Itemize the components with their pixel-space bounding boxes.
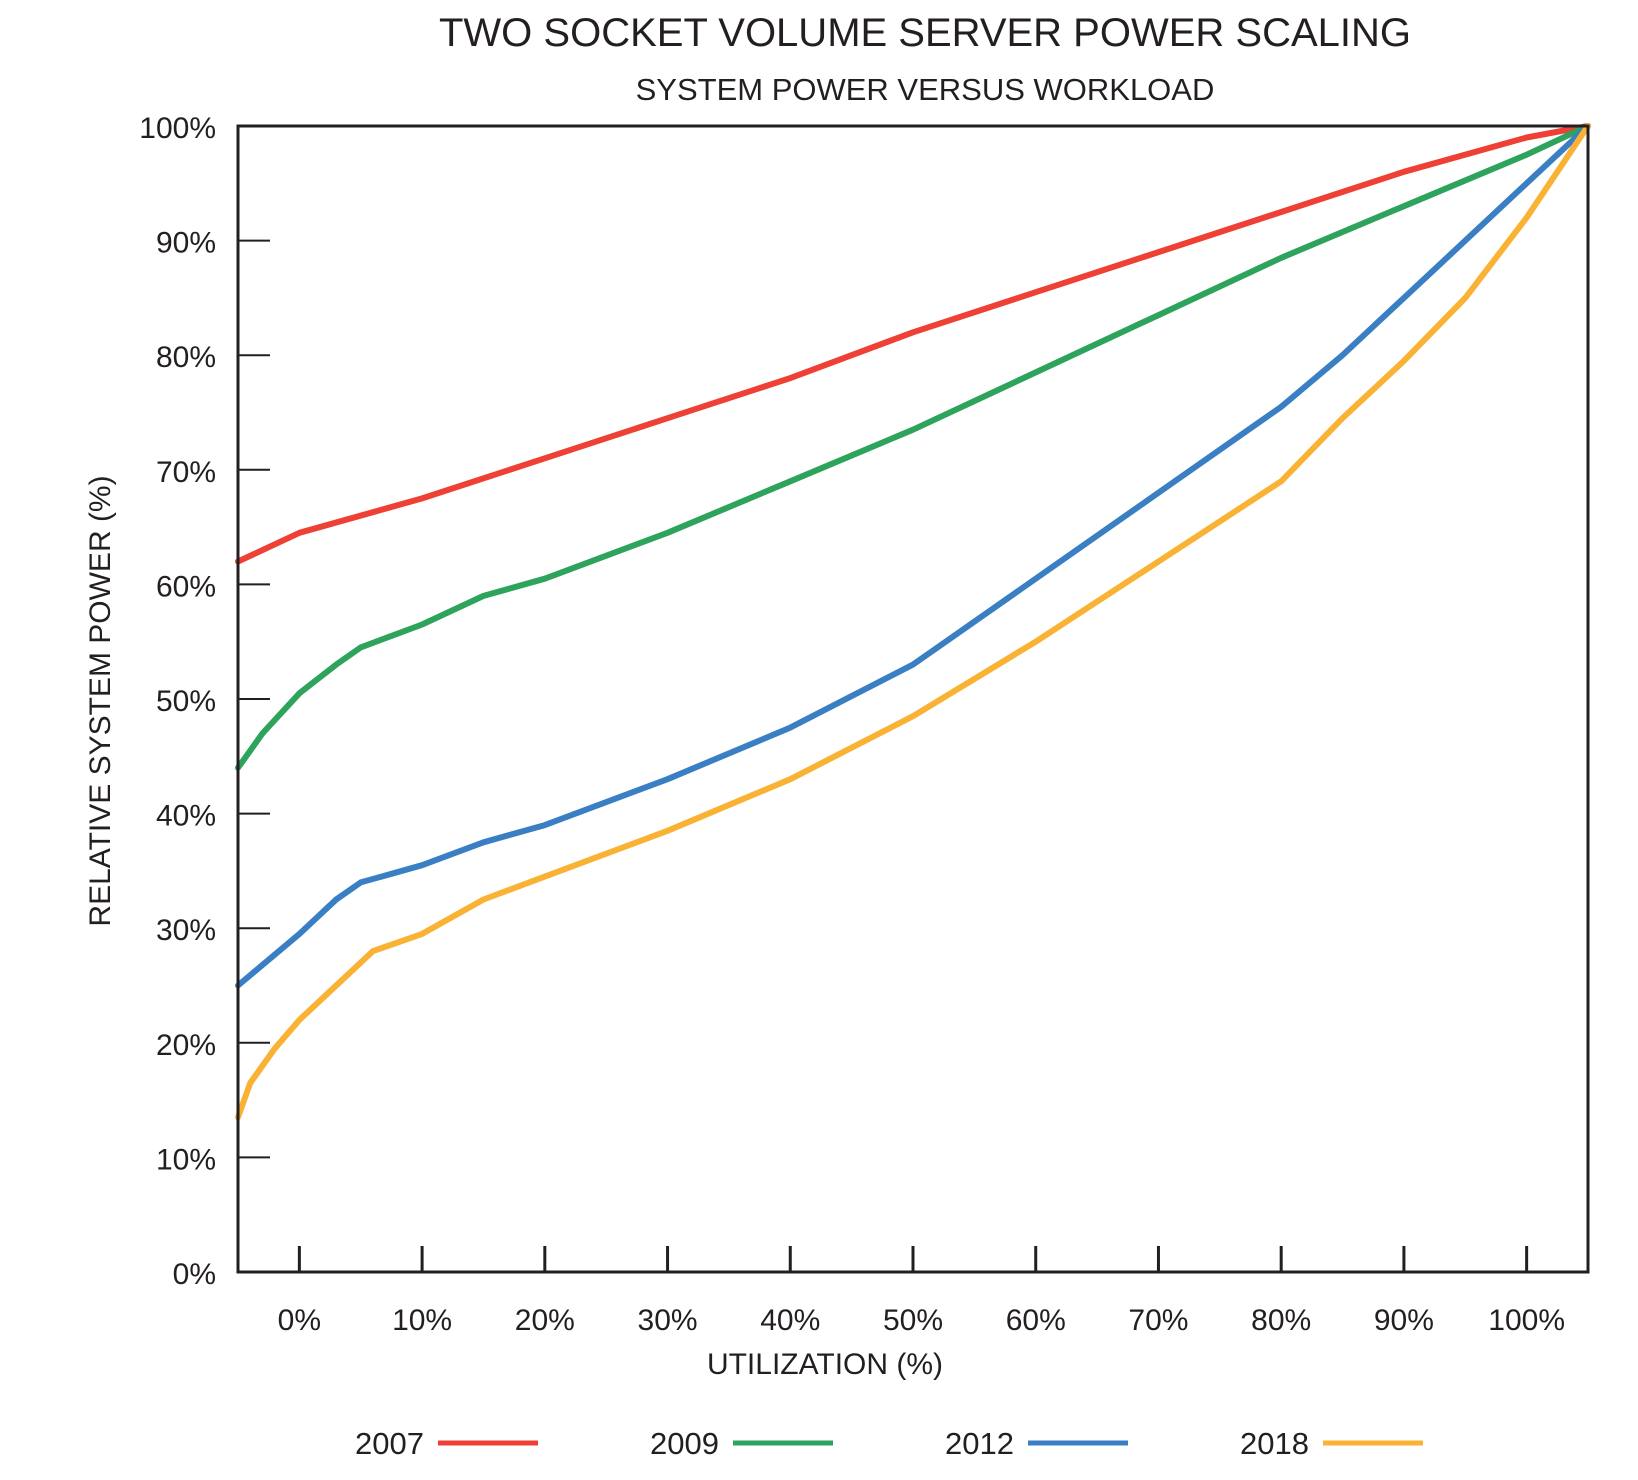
- y-tick-label: 90%: [156, 227, 216, 260]
- y-tick-label: 80%: [156, 341, 216, 374]
- x-tick-label: 0%: [278, 1304, 321, 1337]
- y-tick-label: 50%: [156, 685, 216, 718]
- y-tick-label: 40%: [156, 800, 216, 833]
- series-lines: [235, 123, 1591, 1121]
- chart-subtitle: SYSTEM POWER VERSUS WORKLOAD: [636, 72, 1215, 107]
- x-axis-ticks: 0% 10% 20% 30% 40% 50% 60% 70% 80% 90% 100%: [278, 1246, 1565, 1337]
- x-tick-label: 100%: [1488, 1304, 1565, 1337]
- y-tick-label: 30%: [156, 914, 216, 947]
- x-tick-label: 60%: [1006, 1304, 1066, 1337]
- y-tick-label: 60%: [156, 570, 216, 603]
- series-line-2012: [235, 123, 1591, 989]
- plot-area-frame: [236, 124, 1590, 1274]
- y-tick-label: 100%: [139, 112, 216, 145]
- x-tick-label: 10%: [392, 1304, 452, 1337]
- y-tick-label: 0%: [173, 1258, 216, 1291]
- x-tick-label: 50%: [883, 1304, 943, 1337]
- y-axis-title: RELATIVE SYSTEM POWER (%): [84, 475, 117, 926]
- y-tick-label: 20%: [156, 1029, 216, 1062]
- legend-label-2009: 2009: [650, 1426, 719, 1461]
- legend-label-2018: 2018: [1240, 1426, 1309, 1461]
- x-tick-label: 70%: [1128, 1304, 1188, 1337]
- x-axis-title: UTILIZATION (%): [707, 1348, 943, 1381]
- series-line-2009: [235, 123, 1591, 771]
- legend-label-2012: 2012: [945, 1426, 1014, 1461]
- y-axis-ticks: 0% 10% 20% 30% 40% 50% 60% 70% 80% 90% 100%: [139, 112, 270, 1291]
- x-tick-label: 80%: [1251, 1304, 1311, 1337]
- legend: 2007 2009 2012 2018: [355, 1426, 1423, 1461]
- chart-title: TWO SOCKET VOLUME SERVER POWER SCALING: [439, 11, 1411, 55]
- series-line-2018: [235, 123, 1591, 1121]
- series-line-2007: [235, 123, 1591, 565]
- y-tick-label: 70%: [156, 456, 216, 489]
- y-tick-label: 10%: [156, 1143, 216, 1176]
- legend-label-2007: 2007: [355, 1426, 424, 1461]
- x-tick-label: 30%: [638, 1304, 698, 1337]
- x-tick-label: 20%: [515, 1304, 575, 1337]
- x-tick-label: 90%: [1374, 1304, 1434, 1337]
- x-tick-label: 40%: [760, 1304, 820, 1337]
